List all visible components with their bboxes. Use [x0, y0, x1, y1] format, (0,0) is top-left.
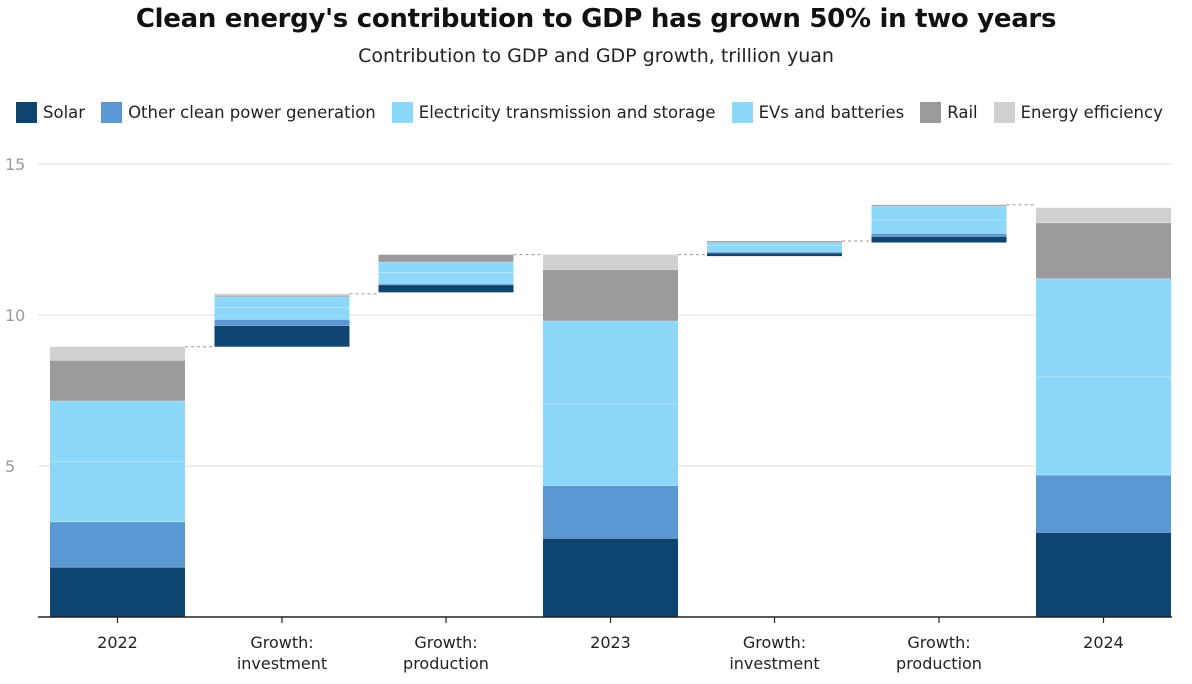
y-tick-label: 5 [5, 457, 15, 476]
legend-label: Energy efficiency [1020, 102, 1163, 122]
bar-segment [50, 567, 185, 617]
bar-segment [214, 295, 350, 297]
legend-item: Solar [16, 101, 86, 123]
bar-segment [707, 241, 842, 243]
bar-segment [543, 321, 678, 405]
bar-segment [378, 284, 514, 293]
legend-swatch [731, 101, 753, 123]
bar-segment [1036, 475, 1171, 533]
bar-segment [871, 206, 1007, 220]
chart-legend: Solar Other clean power generation Electri… [16, 99, 1179, 125]
legend-item: Energy efficiency [993, 101, 1163, 123]
bar-segment [707, 245, 842, 252]
bar-segment [378, 262, 514, 273]
legend-swatch [101, 101, 123, 123]
bar-segment [214, 325, 350, 347]
bar-segment [707, 242, 842, 246]
bar-segment [543, 404, 678, 486]
bar-segment [50, 360, 185, 402]
bar-segment [378, 272, 514, 284]
x-tick-label: 2023 [590, 633, 631, 652]
y-tick-label: 15 [5, 155, 25, 174]
legend-swatch [920, 101, 942, 123]
legend-label: Electricity transmission and storage [418, 102, 716, 122]
legend-swatch [16, 101, 37, 123]
bar-segment [707, 253, 842, 257]
bar-segment [50, 401, 185, 462]
bar-segment [543, 485, 678, 539]
bar-segment [1036, 207, 1171, 223]
x-tick-label: 2022 [97, 633, 138, 652]
chart-subtitle: Contribution to GDP and GDP growth, tril… [358, 45, 834, 67]
bar-segment [543, 269, 678, 322]
x-tick-label: Growth: production [403, 633, 489, 673]
y-tick-label: 10 [5, 306, 25, 325]
chart-title: Clean energy's contribution to GDP has g… [135, 4, 1057, 34]
legend-label: Other clean power generation [128, 102, 376, 122]
legend-swatch [993, 101, 1015, 123]
bar-segment [1036, 532, 1171, 617]
bar-segment [871, 233, 1007, 237]
legend-item: Electricity transmission and storage [391, 101, 716, 123]
bar-segment [871, 204, 1007, 207]
legend-label: Solar [43, 102, 86, 122]
bar-segment [50, 461, 185, 522]
bar-segment [214, 319, 350, 326]
legend-item: EVs and batteries [731, 101, 905, 123]
x-tick-label: Growth: investment [729, 633, 819, 673]
bar-segment [707, 251, 842, 254]
bar-segment [214, 293, 350, 296]
bar-segment [378, 254, 514, 263]
legend-label: EVs and batteries [758, 102, 905, 122]
legend-swatch [391, 101, 413, 123]
bar-segment [543, 254, 678, 270]
bar-segment [543, 538, 678, 617]
bar-segment [1036, 222, 1171, 279]
x-tick-label: Growth: production [896, 633, 982, 673]
x-tick-label: Growth: investment [237, 633, 327, 673]
bar-segment [1036, 278, 1171, 377]
x-tick-label: 2024 [1083, 633, 1124, 652]
bar-segment [871, 236, 1007, 243]
bar-segment [871, 219, 1007, 234]
bar-segment [214, 296, 350, 308]
legend-item: Other clean power generation [101, 101, 376, 123]
bar-segment [378, 283, 514, 285]
bar-segment [1036, 376, 1171, 476]
legend-item: Rail [920, 101, 978, 123]
bar-segment [50, 521, 185, 568]
legend-label: Rail [947, 102, 978, 122]
bar-segment [214, 307, 350, 320]
bar-segment [50, 346, 185, 361]
